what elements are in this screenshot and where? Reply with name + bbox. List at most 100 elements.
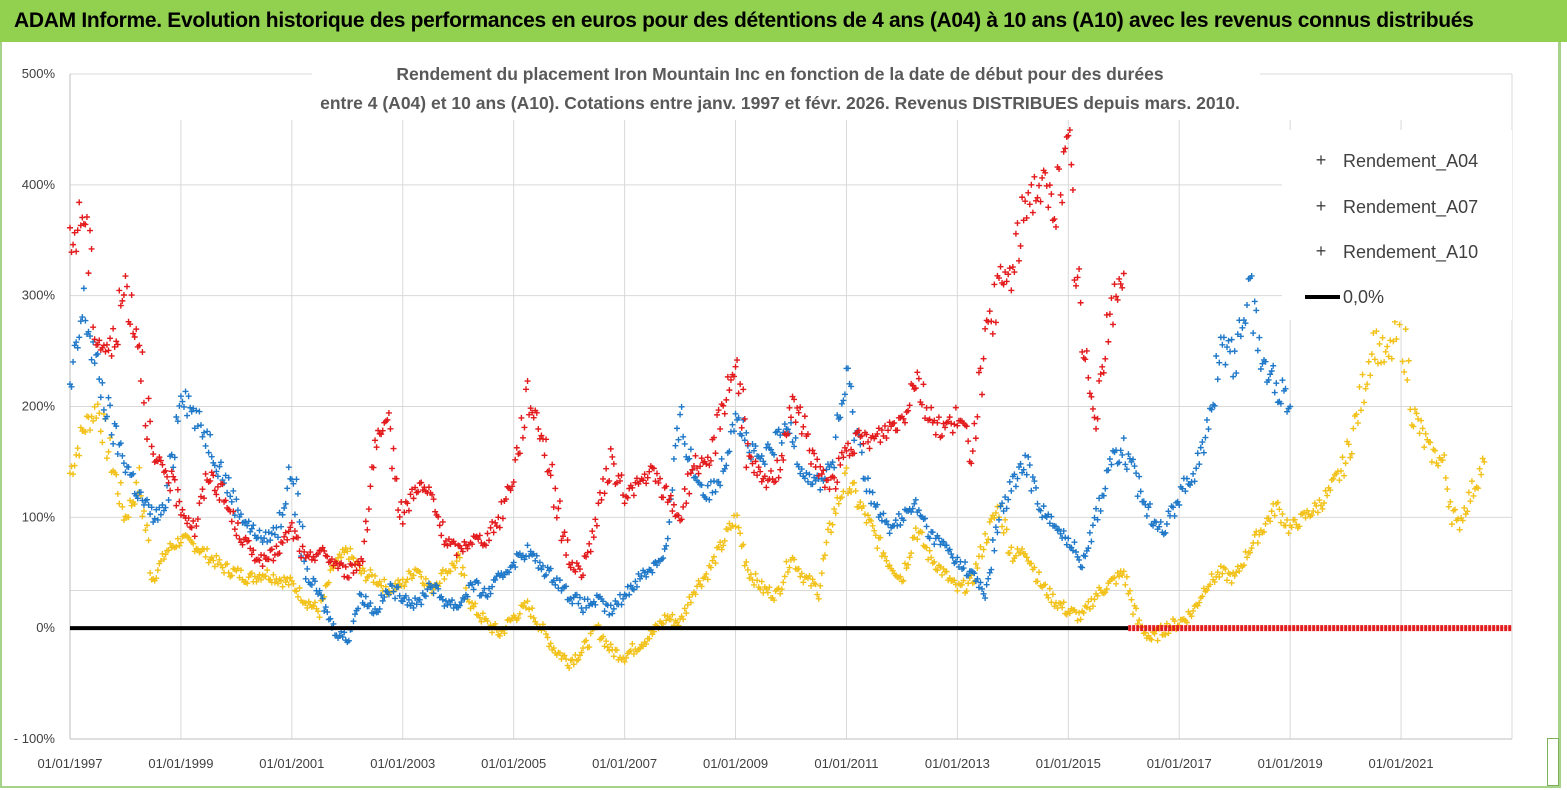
rendement-a10-point (1073, 282, 1080, 289)
rendement-a04-point (1217, 563, 1224, 570)
rendement-a04-point (1435, 462, 1442, 469)
rendement-a07-point (181, 403, 188, 410)
rendement-a10-point (453, 552, 460, 559)
rendement-a04-point (841, 470, 848, 477)
rendement-a10-point (250, 547, 257, 554)
rendement-a04-point (1128, 596, 1135, 603)
rendement-a04-point (604, 644, 611, 651)
rendement-a07-point (911, 500, 918, 507)
rendement-a10-point (900, 415, 907, 422)
rendement-a10-point (271, 551, 278, 558)
rendement-a10-point (82, 221, 89, 228)
rendement-a04-point (703, 570, 710, 577)
rendement-a10-point (1083, 347, 1090, 354)
rendement-a07-point (1032, 484, 1039, 491)
rendement-a04-point (453, 558, 460, 565)
rendement-a10-point (315, 550, 322, 557)
rendement-a04-point (824, 526, 831, 533)
rendement-a10-point (239, 541, 246, 548)
rendement-a07-point (706, 496, 713, 503)
rendement-a04-point (1103, 585, 1110, 592)
rendement-a04-point (1216, 573, 1223, 580)
x-tick-label: 01/01/2021 (1369, 756, 1434, 771)
rendement-a10-point (361, 538, 368, 545)
rendement-a04-point (1404, 377, 1411, 384)
rendement-a07-point (960, 565, 967, 572)
rendement-a07-point (150, 519, 157, 526)
rendement-a10-point (409, 486, 416, 493)
rendement-a10-point (1096, 377, 1103, 384)
rendement-a07-point (592, 601, 599, 608)
rendement-a10-point (881, 422, 888, 429)
rendement-a04-point (190, 540, 197, 547)
rendement-a10-point (720, 402, 727, 409)
rendement-a10-point (1120, 270, 1127, 277)
rendement-a07-point (202, 442, 209, 449)
rendement-a04-point (96, 410, 103, 417)
rendement-a07-point (980, 590, 987, 597)
rendement-a10-point (387, 425, 394, 432)
rendement-a07-point (108, 431, 115, 438)
x-tick-label: 01/01/2011 (814, 756, 878, 771)
rendement-a07-point (552, 581, 559, 588)
rendement-a04-point (683, 610, 690, 617)
rendement-a04-point (621, 658, 628, 665)
rendement-a04-point (1317, 502, 1324, 509)
y-tick-label: 0% (36, 620, 55, 635)
rendement-a04-point (208, 554, 215, 561)
rendement-a07-point (110, 440, 117, 447)
rendement-a10-point (102, 348, 109, 355)
rendement-a07-point (851, 437, 858, 444)
rendement-a10-point (444, 542, 451, 549)
rendement-a04-point (204, 545, 211, 552)
rendement-a04-point (883, 557, 890, 564)
rendement-a04-point (1356, 383, 1363, 390)
rendement-a10-point (110, 325, 117, 332)
rendement-a10-point (139, 349, 146, 356)
rendement-a04-point (1268, 508, 1275, 515)
rendement-a07-point (1005, 496, 1012, 503)
rendement-a10-point (906, 402, 913, 409)
rendement-a04-point (1002, 516, 1009, 523)
rendement-a10-point (145, 395, 152, 402)
rendement-a10-point (914, 369, 921, 376)
rendement-a10-point (1020, 217, 1027, 224)
rendement-a04-point (361, 568, 368, 575)
rendement-a10-point (1062, 145, 1069, 152)
legend-label-a04: Rendement_A04 (1343, 151, 1478, 172)
rendement-a04-point (1385, 353, 1392, 360)
rendement-a04-point (1006, 550, 1013, 557)
y-tick-label: 200% (22, 399, 56, 414)
rendement-a07-point (1003, 505, 1010, 512)
rendement-a04-point (1336, 477, 1343, 484)
rendement-a04-point (1171, 618, 1178, 625)
rendement-a07-point (302, 575, 309, 582)
rendement-a07-point (1096, 495, 1103, 502)
rendement-a04-point (157, 557, 164, 564)
rendement-a10-point (784, 430, 791, 437)
rendement-a04-point (1223, 577, 1230, 584)
rendement-a10-point (698, 455, 705, 462)
rendement-a07-point (1091, 514, 1098, 521)
rendement-a04-point (829, 521, 836, 528)
rendement-a10-point (717, 425, 724, 432)
rendement-a04-point (88, 413, 95, 420)
rendement-a04-point (569, 656, 576, 663)
rendement-a07-point (982, 595, 989, 602)
rendement-a07-point (1125, 451, 1132, 458)
rendement-a04-point (147, 569, 154, 576)
rendement-a07-point (1094, 516, 1101, 523)
rendement-a04-point (305, 598, 312, 605)
rendement-a10-point (352, 561, 359, 568)
rendement-a04-point (113, 471, 120, 478)
rendement-a10-point (618, 472, 625, 479)
rendement-a10-point (738, 424, 745, 431)
rendement-a04-point (775, 585, 782, 592)
rendement-a10-point (878, 427, 885, 434)
rendement-a07-point (1256, 334, 1263, 341)
rendement-a07-point (1048, 513, 1055, 520)
rendement-a07-point (247, 528, 254, 535)
rendement-a07-point (91, 360, 98, 367)
rendement-a10-point (279, 539, 286, 546)
rendement-a07-point (1268, 367, 1275, 374)
